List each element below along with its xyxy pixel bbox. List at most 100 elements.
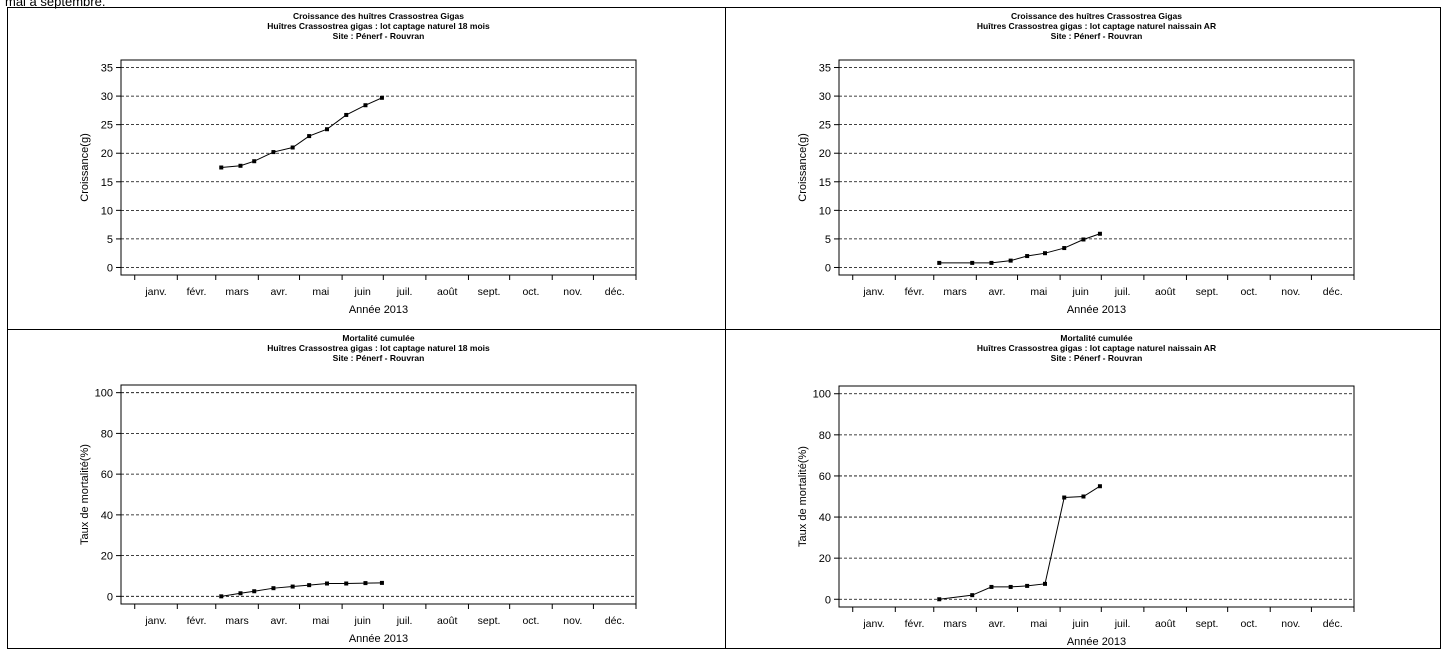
- chart-svg: Croissance des huîtres Crassostrea Gigas…: [797, 11, 1355, 316]
- data-point: [290, 584, 295, 589]
- chart-subtitle: Huîtres Crassostrea gigas : lot captage …: [977, 21, 1216, 31]
- data-point: [1008, 258, 1013, 263]
- y-tick-label: 100: [95, 388, 113, 400]
- x-tick-label: déc.: [1323, 618, 1343, 630]
- data-point: [1008, 584, 1013, 589]
- data-point: [970, 260, 975, 265]
- x-tick-label: sept.: [478, 615, 501, 627]
- y-axis-label: Taux de mortalité(%): [797, 446, 809, 547]
- x-tick-label: août: [1155, 286, 1176, 298]
- x-tick-label: avr.: [988, 286, 1005, 298]
- chart-subtitle: Huîtres Crassostrea gigas : lot captage …: [267, 343, 490, 353]
- y-tick-label: 10: [101, 205, 113, 217]
- data-point: [1025, 254, 1030, 259]
- x-tick-label: mai: [312, 286, 329, 298]
- y-tick-label: 15: [101, 177, 113, 189]
- data-point: [252, 159, 257, 164]
- x-axis-label: Année 2013: [349, 304, 408, 316]
- x-tick-label: mai: [1030, 618, 1047, 630]
- series-line: [939, 485, 1101, 600]
- x-tick-label: févr.: [905, 286, 925, 298]
- chart-subtitle: Huîtres Crassostrea gigas : lot captage …: [267, 21, 490, 31]
- y-tick-label: 35: [819, 63, 831, 75]
- data-point: [307, 134, 312, 139]
- chart-site-label: Site : Pénerf - Rouvran: [333, 31, 425, 41]
- y-tick-label: 0: [107, 262, 113, 274]
- x-axis-label: Année 2013: [1067, 304, 1126, 316]
- chart-site-label: Site : Pénerf - Rouvran: [333, 353, 425, 363]
- x-tick-label: juin: [1072, 618, 1090, 630]
- data-point: [1081, 494, 1086, 499]
- data-point: [1081, 237, 1086, 242]
- x-tick-label: mai: [1030, 286, 1047, 298]
- x-tick-label: mars: [225, 615, 248, 627]
- y-tick-label: 0: [825, 262, 831, 274]
- chart-title: Mortalité cumulée: [1060, 333, 1133, 343]
- data-point: [219, 165, 224, 170]
- x-tick-label: déc.: [605, 286, 625, 298]
- y-tick-label: 35: [101, 63, 113, 75]
- y-tick-label: 25: [819, 120, 831, 132]
- x-axis-label: Année 2013: [349, 633, 408, 645]
- chart-cell-mortality-18-mois: Mortalité cumulée Huîtres Crassostrea gig…: [8, 330, 725, 650]
- x-tick-label: janv.: [862, 286, 884, 298]
- chart-site-label: Site : Pénerf - Rouvran: [1051, 31, 1143, 41]
- y-tick-label: 20: [101, 551, 113, 563]
- x-tick-label: nov.: [1281, 618, 1300, 630]
- chart-title: Croissance des huîtres Crassostrea Gigas: [293, 11, 464, 21]
- data-point: [379, 580, 384, 585]
- y-axis-label: Croissance(g): [797, 133, 809, 201]
- x-tick-label: juil.: [396, 286, 413, 298]
- x-tick-label: nov.: [563, 286, 582, 298]
- y-tick-label: 5: [107, 234, 113, 246]
- x-tick-label: sept.: [1196, 618, 1219, 630]
- data-point: [1097, 231, 1102, 236]
- plot-frame: [838, 59, 1355, 276]
- data-point: [1062, 495, 1067, 500]
- y-tick-label: 100: [813, 389, 831, 401]
- chart-site-label: Site : Pénerf - Rouvran: [1051, 353, 1143, 363]
- y-tick-label: 15: [819, 177, 831, 189]
- y-axis-label: Taux de mortalité(%): [79, 444, 91, 545]
- data-point: [325, 127, 329, 132]
- data-point: [271, 586, 276, 591]
- x-tick-label: juin: [354, 615, 372, 627]
- y-tick-label: 5: [825, 234, 831, 246]
- x-tick-label: déc.: [605, 615, 625, 627]
- x-tick-label: août: [1155, 618, 1176, 630]
- x-tick-label: mars: [225, 286, 248, 298]
- plot-frame: [120, 59, 637, 276]
- data-point: [290, 145, 295, 150]
- y-tick-label: 60: [819, 471, 831, 483]
- series-line: [939, 233, 1101, 264]
- x-tick-label: janv.: [144, 286, 166, 298]
- y-tick-label: 20: [819, 553, 831, 565]
- chart-cell-growth-18-mois: Croissance des huîtres Crassostrea Gigas…: [8, 8, 725, 329]
- data-point: [937, 260, 942, 265]
- x-tick-label: oct.: [522, 615, 539, 627]
- x-tick-label: nov.: [563, 615, 582, 627]
- data-point: [344, 112, 349, 117]
- x-tick-label: juin: [1072, 286, 1090, 298]
- data-point: [238, 163, 243, 168]
- x-tick-label: juil.: [396, 615, 413, 627]
- data-point: [379, 95, 384, 100]
- data-point: [989, 584, 994, 589]
- x-tick-label: déc.: [1323, 286, 1343, 298]
- y-tick-label: 80: [101, 428, 113, 440]
- x-tick-label: janv.: [144, 615, 166, 627]
- x-tick-label: mai: [312, 615, 329, 627]
- y-tick-label: 30: [819, 91, 831, 103]
- y-tick-label: 0: [825, 594, 831, 606]
- x-tick-label: nov.: [1281, 286, 1300, 298]
- y-tick-label: 25: [101, 120, 113, 132]
- data-point: [271, 150, 276, 155]
- data-point: [325, 581, 329, 586]
- y-tick-label: 60: [101, 469, 113, 481]
- x-tick-label: août: [437, 286, 458, 298]
- plot-frame: [838, 385, 1355, 608]
- data-point: [970, 593, 975, 598]
- chart-svg: Croissance des huîtres Crassostrea Gigas…: [79, 11, 637, 316]
